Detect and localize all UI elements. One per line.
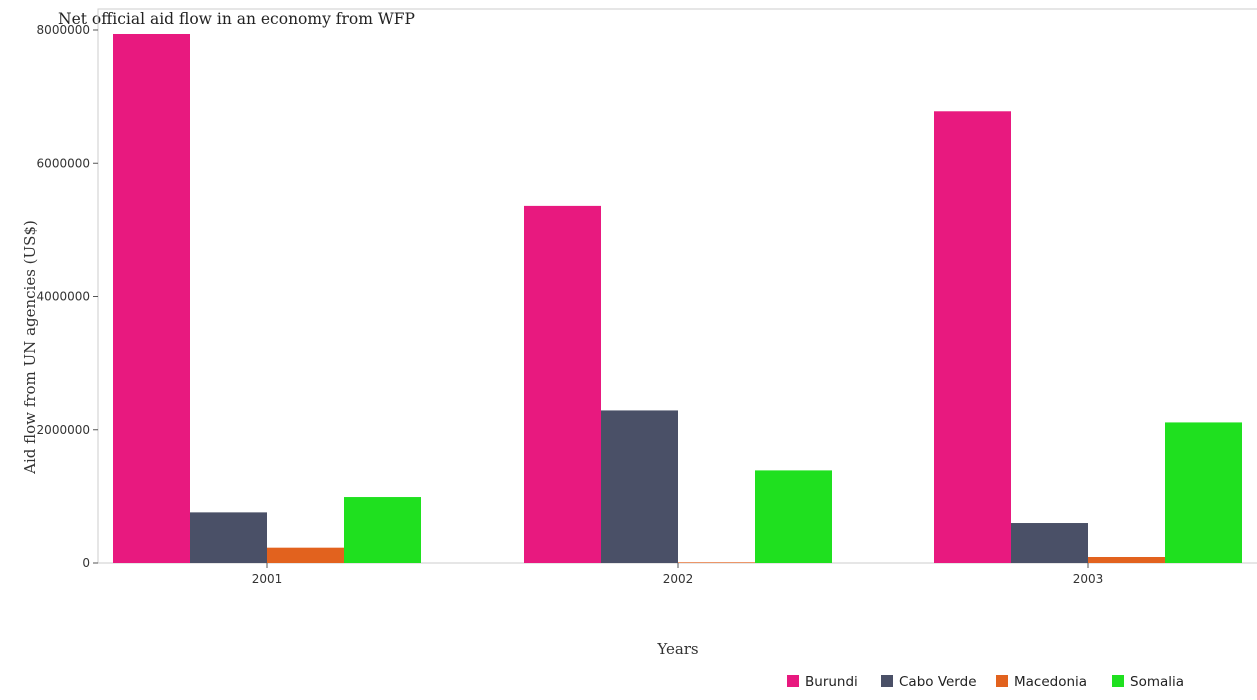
y-axis-label: Aid flow from UN agencies (US$) bbox=[21, 220, 39, 475]
legend-label-macedonia: Macedonia bbox=[1014, 674, 1087, 690]
bar-cabo-verde-2001 bbox=[190, 512, 267, 563]
bar-somalia-2002 bbox=[755, 470, 832, 563]
bar-cabo-verde-2002 bbox=[601, 410, 678, 563]
x-tick-label: 2002 bbox=[663, 572, 694, 586]
y-tick-label: 0 bbox=[82, 556, 90, 570]
y-tick-label: 6000000 bbox=[37, 156, 90, 170]
bar-macedonia-2001 bbox=[267, 547, 344, 563]
legend-swatch-cabo-verde bbox=[881, 675, 893, 687]
bar-cabo-verde-2003 bbox=[1011, 523, 1088, 563]
y-tick-label: 2000000 bbox=[37, 423, 90, 437]
chart-title: Net official aid flow in an economy from… bbox=[58, 10, 415, 28]
x-tick-label: 2001 bbox=[252, 572, 283, 586]
bar-burundi-2001 bbox=[113, 33, 190, 564]
x-axis-label: Years bbox=[656, 640, 698, 658]
bar-macedonia-2002 bbox=[678, 562, 755, 563]
legend-label-cabo-verde: Cabo Verde bbox=[899, 674, 977, 690]
bar-burundi-2003 bbox=[934, 111, 1011, 563]
y-tick-label: 8000000 bbox=[37, 23, 90, 37]
legend-swatch-somalia bbox=[1112, 675, 1124, 687]
bar-somalia-2003 bbox=[1165, 422, 1242, 563]
legend-swatch-burundi bbox=[787, 675, 799, 687]
bar-macedonia-2003 bbox=[1088, 557, 1165, 563]
bar-somalia-2001 bbox=[344, 497, 421, 563]
x-tick-label: 2003 bbox=[1073, 572, 1104, 586]
y-ticks-group: 0 2000000 4000000 6000000 8000000 bbox=[37, 23, 98, 570]
bar-burundi-2002 bbox=[524, 205, 601, 563]
x-ticks-group: 2001 2002 2003 bbox=[252, 563, 1104, 586]
bars-group bbox=[113, 33, 1242, 564]
legend-label-somalia: Somalia bbox=[1130, 674, 1184, 690]
y-tick-label: 4000000 bbox=[37, 290, 90, 304]
legend-swatch-macedonia bbox=[996, 675, 1008, 687]
legend: Burundi Cabo Verde Macedonia Somalia bbox=[787, 674, 1184, 690]
legend-label-burundi: Burundi bbox=[805, 674, 858, 690]
